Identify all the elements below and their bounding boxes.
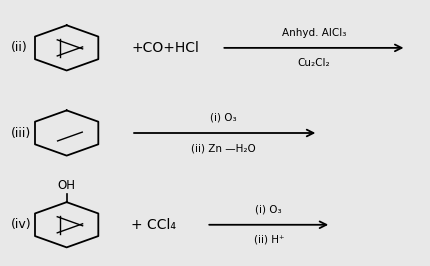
Text: (ii) Zn —H₂O: (ii) Zn —H₂O: [191, 143, 256, 153]
Text: +CO+HCl: +CO+HCl: [131, 41, 199, 55]
Text: (i) O₃: (i) O₃: [210, 113, 237, 123]
Text: (ii) H⁺: (ii) H⁺: [254, 235, 284, 245]
Text: + CCl₄: + CCl₄: [131, 218, 176, 232]
Text: (iv): (iv): [11, 218, 31, 231]
Text: (i) O₃: (i) O₃: [255, 205, 282, 215]
Text: (ii): (ii): [11, 41, 28, 54]
Text: OH: OH: [58, 179, 76, 192]
Text: Anhyd. AlCl₃: Anhyd. AlCl₃: [282, 28, 346, 38]
Text: Cu₂Cl₂: Cu₂Cl₂: [298, 58, 330, 68]
Text: (iii): (iii): [11, 127, 31, 139]
